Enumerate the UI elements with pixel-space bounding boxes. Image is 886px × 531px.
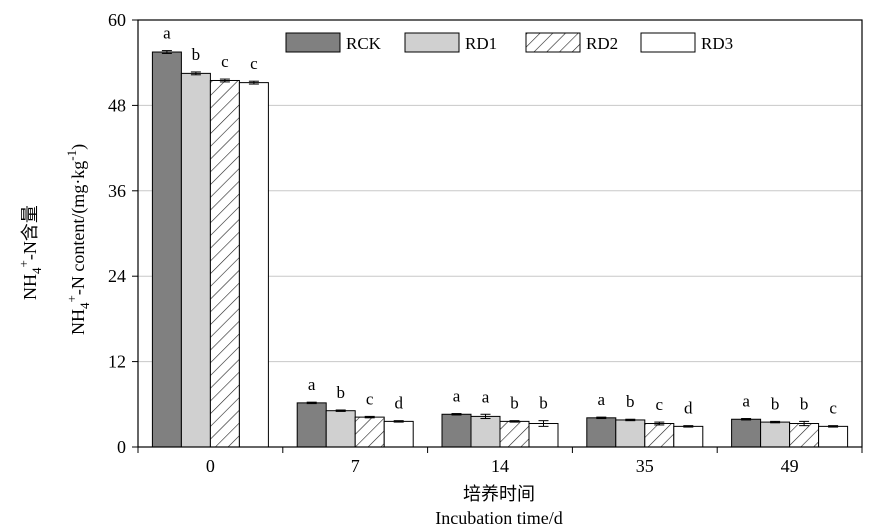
legend: RCK RD1 RD2 RD3	[285, 32, 733, 53]
tick-labels: a b c c 0 a b c d 7 a a b b 14 a b c d 35 a b b c 49 0 12 24 36 48 60	[108, 10, 837, 476]
bar-rd3-day-35	[673, 425, 704, 448]
significance-letter: c	[656, 395, 664, 414]
legend-label: RD3	[701, 34, 733, 53]
significance-letter: b	[510, 394, 519, 413]
significance-letter: b	[771, 394, 780, 413]
y-tick-label: 36	[108, 181, 126, 201]
legend-item-rck: RCK	[285, 32, 382, 53]
legend-swatch	[285, 32, 341, 53]
error-bar	[654, 421, 665, 426]
error-bar	[741, 418, 752, 421]
error-bar	[219, 78, 230, 83]
x-tick-label: 14	[491, 456, 509, 476]
x-tick-label: 35	[636, 456, 654, 476]
bar-rd3-day-0	[238, 82, 269, 448]
error-bar	[828, 425, 839, 428]
legend-swatch	[404, 32, 460, 53]
y-tick-label: 48	[108, 95, 126, 115]
bar-rd1-day-7	[325, 410, 356, 448]
significance-letter: c	[829, 399, 837, 418]
legend-item-rd1: RD1	[404, 32, 497, 53]
significance-letter: a	[482, 387, 490, 406]
x-axis-title-en: Incubation time/d	[435, 508, 562, 528]
x-tick-label: 0	[206, 456, 215, 476]
error-bar	[596, 416, 607, 420]
error-bar	[248, 80, 259, 85]
legend-item-rd3: RD3	[640, 32, 733, 53]
bar-rd3-day-49	[818, 425, 849, 448]
significance-letter: b	[626, 392, 635, 411]
significance-letter: a	[598, 390, 606, 409]
legend-swatch	[640, 32, 696, 53]
y-axis-title-en: NH4+-N content/(mg·kg-1)	[64, 144, 92, 335]
error-bar	[538, 420, 549, 427]
legend-label: RD1	[465, 34, 497, 53]
y-axis-title-cn: NH4+-N含量	[16, 205, 44, 300]
error-bar	[364, 415, 375, 419]
significance-letter: a	[453, 387, 461, 406]
error-bar	[335, 409, 346, 412]
error-bar	[625, 418, 636, 422]
bar-rd2-day-0	[209, 79, 240, 448]
error-bar	[480, 413, 491, 420]
significance-letter: a	[742, 392, 750, 411]
bar-rd3-day-14	[528, 423, 559, 448]
bar-rd2-day-7	[354, 416, 385, 448]
bar-rd2-day-14	[499, 420, 530, 448]
legend-item-rd2: RD2	[525, 32, 618, 53]
error-bar	[770, 420, 781, 424]
significance-letter: c	[250, 54, 258, 73]
significance-letter: b	[192, 45, 201, 64]
legend-swatch	[525, 32, 581, 53]
x-axis-title-cn: 培养时间	[463, 484, 535, 504]
y-tick-label: 0	[117, 437, 126, 457]
bar-rd1-day-35	[615, 419, 646, 448]
plot-frame	[137, 19, 863, 448]
y-tick-label: 12	[108, 352, 126, 372]
legend-label: RCK	[346, 34, 382, 53]
bar-rck-day-7	[296, 402, 327, 448]
y-tick-label: 24	[108, 266, 126, 286]
significance-letter: b	[800, 394, 809, 413]
significance-letter: d	[684, 399, 693, 418]
bar-rck-day-49	[731, 418, 762, 448]
bar-rd2-day-49	[789, 423, 820, 448]
error-bar	[306, 401, 317, 405]
error-bar	[509, 420, 520, 423]
significance-letter: d	[394, 394, 403, 413]
bar-rd1-day-14	[470, 415, 501, 448]
significance-letter: b	[539, 394, 548, 413]
significance-letter: a	[163, 24, 171, 43]
error-bar	[393, 420, 404, 423]
significance-letter: c	[221, 52, 229, 71]
significance-letter: a	[308, 375, 316, 394]
bar-rd1-day-49	[760, 421, 791, 448]
significance-letter: c	[366, 389, 374, 408]
legend-label: RD2	[586, 34, 618, 53]
bar-rck-day-35	[586, 417, 617, 448]
error-bar	[190, 71, 201, 76]
error-bar	[799, 420, 810, 427]
bar-rck-day-14	[441, 413, 472, 448]
y-tick-label: 60	[108, 10, 126, 30]
bar-rd2-day-35	[644, 423, 675, 448]
error-bar	[451, 413, 462, 416]
x-tick-label: 7	[351, 456, 360, 476]
x-tick-label: 49	[781, 456, 799, 476]
bar-rck-day-0	[151, 51, 182, 448]
error-bar	[161, 50, 172, 54]
significance-letter: b	[336, 383, 345, 402]
axes	[132, 19, 863, 453]
bar-rd1-day-0	[180, 72, 211, 448]
bars	[151, 50, 849, 448]
bar-rd3-day-7	[383, 420, 414, 448]
error-bar	[683, 425, 694, 428]
